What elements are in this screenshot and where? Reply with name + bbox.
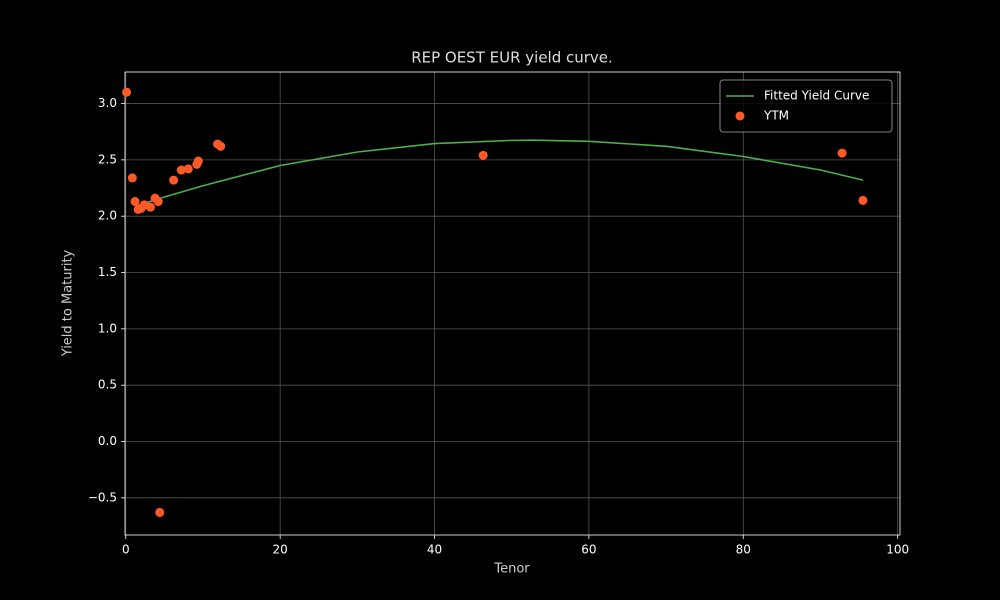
ytm-point <box>169 175 179 185</box>
x-tick-label: 40 <box>427 543 442 557</box>
ytm-point <box>153 197 163 207</box>
x-axis-label: Tenor <box>493 562 530 577</box>
legend-label: Fitted Yield Curve <box>764 89 869 103</box>
y-tick-label: 2.5 <box>98 152 117 166</box>
y-tick-label: 2.0 <box>98 209 117 223</box>
y-tick-label: 3.0 <box>98 96 117 110</box>
ytm-point <box>130 197 140 207</box>
ytm-point <box>145 202 155 212</box>
y-axis-label: Yield to Maturity <box>61 249 76 357</box>
plot-frame <box>124 71 901 536</box>
ytm-point <box>155 507 165 517</box>
x-tick-label: 20 <box>273 543 288 557</box>
chart-title: REP OEST EUR yield curve. <box>411 49 613 67</box>
legend: Fitted Yield Curve YTM <box>719 79 893 133</box>
ytm-point <box>478 150 488 160</box>
legend-swatch <box>735 111 745 121</box>
x-tick-label: 80 <box>736 543 751 557</box>
x-tick-label: 100 <box>886 543 909 557</box>
x-tick-label: 0 <box>122 543 130 557</box>
fitted-curve <box>135 139 864 207</box>
y-tick-label: 0.5 <box>98 378 117 392</box>
ytm-point <box>176 165 186 175</box>
ytm-point <box>858 195 868 205</box>
legend-box <box>719 79 893 133</box>
ytm-point <box>122 87 132 97</box>
legend-label: YTM <box>763 109 789 123</box>
x-tick-label: 60 <box>581 543 596 557</box>
y-tick-label: 0.0 <box>98 434 117 448</box>
y-tick-label: 1.5 <box>98 265 117 279</box>
ytm-point <box>183 164 193 174</box>
ytm-point <box>837 148 847 158</box>
y-tick-label: −0.5 <box>88 490 117 504</box>
ytm-point <box>216 141 226 151</box>
y-tick-label: 1.0 <box>98 321 117 335</box>
ytm-point <box>193 156 203 166</box>
ytm-point <box>127 173 137 183</box>
